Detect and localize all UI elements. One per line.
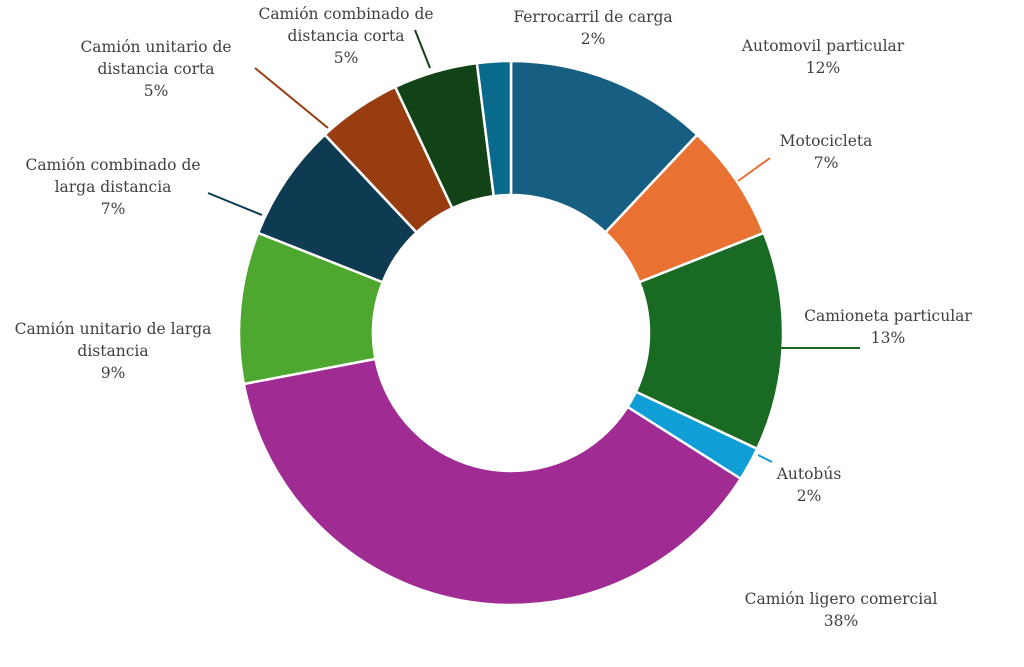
leader-line-8: [254, 67, 329, 129]
slice-value-label: 5%: [334, 49, 359, 67]
slice-10: [475, 59, 513, 198]
leader-line-4: [757, 454, 773, 463]
slice-value-label: 2%: [797, 487, 822, 505]
slice-category-label: Automovil particular: [741, 37, 905, 55]
slice-value-label: 12%: [806, 59, 840, 77]
slice-value-label: 9%: [101, 364, 126, 382]
leader-line-7: [207, 192, 263, 216]
slice-category-label: Autobús: [776, 465, 842, 483]
slice-5: [242, 357, 743, 607]
slice-label-7: Camión combinado de larga distancia 7%: [25, 156, 200, 218]
slice-label-6: Camión unitario de larga distancia 9%: [15, 320, 212, 382]
slice-label-1: Automovil particular 12%: [741, 37, 905, 77]
slice-label-9: Camión combinado de distancia corta 5%: [258, 5, 433, 67]
slice-category-label: Camión ligero comercial: [745, 590, 938, 608]
leader-line-2: [737, 157, 771, 182]
slice-category-label: Camión combinado de: [258, 5, 433, 23]
slice-label-2: Motocicleta 7%: [780, 132, 873, 172]
chart-leader-lines: [207, 29, 860, 463]
slice-category-label: Camioneta particular: [804, 307, 972, 325]
slice-category-label: Motocicleta: [780, 132, 873, 150]
slice-label-10: Ferrocarril de carga 2%: [513, 8, 672, 48]
slice-3: [634, 231, 785, 451]
slice-category-label: distancia corta: [98, 60, 215, 78]
chart-slices: [237, 59, 785, 607]
slice-label-3: Camioneta particular 13%: [804, 307, 972, 347]
slice-category-label: distancia: [77, 342, 148, 360]
slice-label-4: Autobús 2%: [776, 465, 842, 505]
slice-value-label: 13%: [871, 329, 905, 347]
slice-category-label: Camión unitario de larga: [15, 320, 212, 338]
slice-value-label: 7%: [814, 154, 839, 172]
slice-category-label: Camión unitario de: [80, 38, 231, 56]
slice-value-label: 7%: [101, 200, 126, 218]
slice-value-label: 5%: [144, 82, 169, 100]
slice-value-label: 38%: [824, 612, 858, 630]
slice-category-label: larga distancia: [55, 178, 172, 196]
slice-category-label: Camión combinado de: [25, 156, 200, 174]
chart-labels: Automovil particular 12%Motocicleta 7%Cami…: [15, 5, 973, 630]
slice-category-label: Ferrocarril de carga: [513, 8, 672, 26]
slice-label-8: Camión unitario de distancia corta 5%: [80, 38, 231, 100]
slice-category-label: distancia corta: [288, 27, 405, 45]
leader-line-9: [414, 29, 431, 69]
slice-label-5: Camión ligero comercial 38%: [745, 590, 938, 630]
slice-value-label: 2%: [581, 30, 606, 48]
